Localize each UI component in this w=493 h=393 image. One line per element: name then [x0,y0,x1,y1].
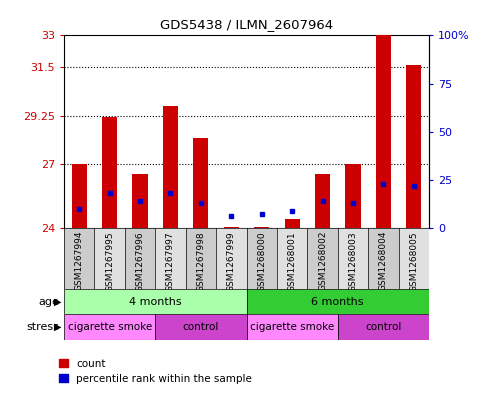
Bar [133,174,148,228]
Bar [368,228,398,289]
Bar [307,228,338,289]
Text: GSM1267997: GSM1267997 [166,231,175,292]
Bar [71,164,87,228]
Bar [315,174,330,228]
Bar [338,228,368,289]
Text: GSM1267995: GSM1267995 [105,231,114,292]
Bar [246,228,277,289]
Title: GDS5438 / ILMN_2607964: GDS5438 / ILMN_2607964 [160,18,333,31]
Bar [102,117,117,228]
Bar [64,228,95,289]
Legend: count, percentile rank within the sample: count, percentile rank within the sample [60,359,252,384]
Bar [406,65,422,228]
Text: 4 months: 4 months [129,297,181,307]
Text: control: control [183,322,219,332]
Text: ▶: ▶ [54,297,62,307]
Text: GSM1267996: GSM1267996 [136,231,144,292]
Text: stress: stress [26,322,59,332]
Text: GSM1267998: GSM1267998 [196,231,206,292]
Text: ▶: ▶ [54,322,62,332]
Text: GSM1268004: GSM1268004 [379,231,388,292]
Text: GSM1267999: GSM1267999 [227,231,236,292]
Bar [338,314,429,340]
Bar [155,228,186,289]
Text: GSM1268001: GSM1268001 [287,231,297,292]
Bar [277,228,307,289]
Bar [284,219,300,228]
Text: GSM1268000: GSM1268000 [257,231,266,292]
Bar [95,228,125,289]
Bar [186,228,216,289]
Text: cigarette smoke: cigarette smoke [68,322,152,332]
Bar [64,314,155,340]
Text: GSM1267994: GSM1267994 [75,231,84,292]
Bar [345,164,360,228]
Bar [376,35,391,228]
Bar [163,106,178,228]
Bar [246,314,338,340]
Text: GSM1268003: GSM1268003 [349,231,357,292]
Bar [254,227,269,228]
Bar [125,228,155,289]
Bar [398,228,429,289]
Text: GSM1268002: GSM1268002 [318,231,327,292]
Text: GSM1268005: GSM1268005 [409,231,418,292]
Bar [246,289,429,314]
Text: cigarette smoke: cigarette smoke [250,322,334,332]
Bar [216,228,246,289]
Bar [224,227,239,228]
Bar [193,138,209,228]
Bar [155,314,246,340]
Text: age: age [38,297,59,307]
Bar [64,289,246,314]
Text: control: control [365,322,401,332]
Text: 6 months: 6 months [312,297,364,307]
